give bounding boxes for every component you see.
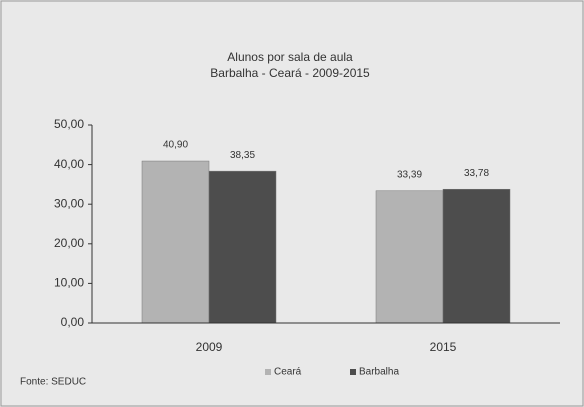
legend-swatch xyxy=(265,369,271,375)
y-tick-label: 10,00 xyxy=(54,276,84,290)
bar xyxy=(141,160,210,324)
y-tick-label: 30,00 xyxy=(54,196,84,210)
legend-swatch xyxy=(350,369,356,375)
value-label: 33,39 xyxy=(397,169,422,180)
value-label: 38,35 xyxy=(230,150,255,161)
x-tick-label: 2009 xyxy=(196,340,223,354)
chart-subtitle: Barbalha - Ceará - 2009-2015 xyxy=(210,66,370,80)
legend-label: Ceará xyxy=(274,367,302,378)
y-tick-label: 20,00 xyxy=(54,236,84,250)
y-tick-label: 40,00 xyxy=(54,157,84,171)
bar xyxy=(375,190,444,324)
y-tick-label: 0,00 xyxy=(61,315,85,329)
bar xyxy=(442,188,511,324)
chart-title: Alunos por sala de aula xyxy=(227,50,353,64)
value-label: 33,78 xyxy=(464,168,489,179)
x-tick-label: 2015 xyxy=(430,340,457,354)
value-label: 40,90 xyxy=(163,140,188,151)
y-tick-label: 50,00 xyxy=(54,117,84,131)
legend-label: Barbalha xyxy=(359,367,399,378)
source: Fonte: SEDUC xyxy=(20,377,86,388)
bar xyxy=(208,170,277,324)
